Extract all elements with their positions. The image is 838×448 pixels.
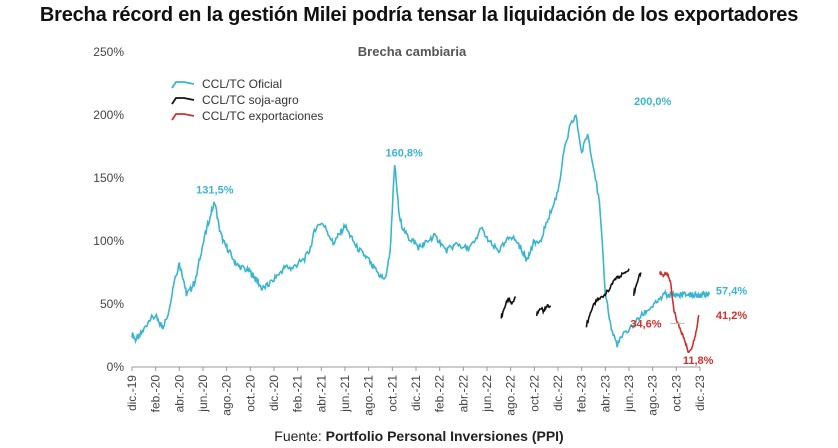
legend-label: CCL/TC exportaciones [202, 109, 323, 123]
x-tick-label: dic.-20 [267, 375, 281, 411]
x-tick-label: jun.-23 [622, 375, 636, 413]
chart-title: Brecha cambiaria [358, 44, 467, 59]
x-tick-label: feb.-22 [433, 375, 447, 413]
x-tick-label: dic.-21 [409, 375, 423, 411]
x-tick-label: feb.-21 [291, 375, 305, 413]
x-tick-label: jun.-22 [480, 375, 494, 413]
legend-label: CCL/TC soja-agro [202, 93, 299, 107]
x-tick-label: ago.-23 [646, 375, 660, 416]
annotation-label: 41,2% [716, 310, 747, 322]
legend-swatch [172, 114, 194, 120]
annotations: 131,5% 160,8% 200,0% 57,4% 41,2% 34,6% 11,8% [196, 96, 747, 367]
x-tick-label: dic.-19 [125, 375, 139, 411]
annotation-label: 11,8% [683, 355, 714, 367]
y-tick-label: 200% [93, 108, 124, 122]
x-tick-label: abr.-21 [314, 375, 328, 413]
legend: CCL/TC Oficial CCL/TC soja-agro CCL/TC exp… [172, 77, 323, 123]
chart: Brecha cambiaria 0% 50% 100% 150% 200% 250% d… [0, 0, 838, 448]
x-tick-label: oct.-23 [669, 375, 683, 412]
legend-swatch [172, 98, 194, 104]
legend-label: CCL/TC Oficial [202, 77, 282, 91]
series-line-ccl-tc-soja-agro [537, 305, 551, 316]
source-note: Fuente: Portfolio Personal Inversiones (… [0, 428, 838, 444]
series-line-ccl-tc-exportaciones [660, 271, 699, 352]
x-tick-label: oct.-22 [527, 375, 541, 412]
y-tick-label: 250% [93, 45, 124, 59]
x-tick-label: ago.-20 [220, 375, 234, 416]
series-line-ccl-tc-soja-agro [501, 296, 515, 318]
x-tick-label: abr.-23 [598, 375, 612, 413]
y-tick-label: 150% [93, 171, 124, 185]
y-tick-label: 100% [93, 234, 124, 248]
x-tick-label: oct.-20 [243, 375, 257, 412]
annotation-label: 160,8% [386, 147, 424, 159]
x-tick-label: ago.-21 [362, 375, 376, 416]
series-line-ccl-tc-soja-agro [634, 273, 641, 296]
x-tick-label: jun.-21 [338, 375, 352, 413]
source-name: Portfolio Personal Inversiones (PPI) [326, 428, 564, 444]
x-tick-label: feb.-23 [575, 375, 589, 413]
x-tick-label: dic.-23 [693, 375, 707, 411]
x-tick-label: abr.-20 [172, 375, 186, 413]
x-tick-label: oct.-21 [385, 375, 399, 412]
x-tick-label: dic.-22 [551, 375, 565, 411]
y-tick-label: 0% [107, 360, 125, 374]
y-tick-label: 50% [100, 297, 124, 311]
x-tick-label: abr.-22 [456, 375, 470, 413]
annotation-label: 200,0% [634, 96, 672, 108]
x-tick-label: feb.-20 [149, 375, 163, 413]
annotation-label: 34,6% [630, 318, 661, 330]
x-tick-label: ago.-22 [504, 375, 518, 416]
annotation-label: 57,4% [716, 286, 747, 298]
series-line-ccl-tc-soja-agro [586, 269, 629, 328]
y-axis: 0% 50% 100% 150% 200% 250% [93, 45, 124, 374]
annotation-label: 131,5% [196, 184, 234, 196]
x-axis: dic.-19 feb.-20 abr.-20 jun.-20 ago.-20 oct.-… [125, 367, 707, 416]
x-tick-label: jun.-20 [196, 375, 210, 413]
legend-swatch [172, 82, 194, 88]
source-prefix: Fuente: [274, 428, 325, 444]
